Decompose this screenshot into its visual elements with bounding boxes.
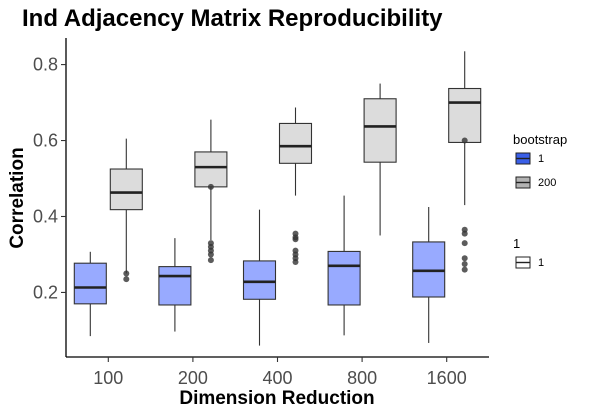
box-800-bootstrap-200	[363, 83, 397, 236]
box-iqr	[448, 87, 482, 143]
outlier-point	[292, 236, 299, 243]
outlier-point	[461, 255, 468, 262]
x-tick-label: 800	[347, 368, 377, 388]
outlier-point	[207, 251, 214, 258]
outlier-point	[207, 257, 214, 264]
legend-group-0: bootstrap 1 200	[513, 132, 567, 189]
outlier-point	[292, 259, 299, 266]
x-tick-label: 400	[262, 368, 292, 388]
box-400-bootstrap-1	[242, 209, 277, 346]
x-tick-label: 1600	[427, 368, 467, 388]
y-axis-title: Correlation	[7, 147, 28, 248]
y-tick-label: 0.4	[33, 206, 58, 226]
box-800-bootstrap-1	[327, 195, 361, 336]
box-iqr	[278, 122, 313, 164]
outlier-point	[461, 260, 468, 267]
legend-group-1: 11	[513, 236, 544, 269]
box-iqr	[109, 168, 143, 211]
box-iqr	[242, 260, 277, 300]
outlier-point	[461, 240, 468, 247]
box-iqr	[194, 151, 228, 188]
legend-label: 1	[538, 153, 544, 165]
legend-label: 200	[538, 177, 556, 189]
box-400-bootstrap-200	[278, 107, 313, 266]
box-100-bootstrap-200	[109, 138, 143, 283]
box-1600-bootstrap-200	[448, 51, 482, 273]
box-iqr	[73, 262, 107, 305]
box-200-bootstrap-200	[194, 119, 228, 264]
legend-title: bootstrap	[513, 132, 567, 147]
outlier-point	[123, 270, 130, 277]
box-100-bootstrap-1	[73, 251, 107, 337]
y-tick-label: 0.2	[33, 282, 58, 302]
chart-title: Ind Adjacency Matrix Reproducibility	[22, 5, 443, 32]
box-200-bootstrap-1	[158, 238, 192, 332]
outlier-point	[461, 266, 468, 273]
outlier-point	[123, 276, 130, 283]
plot-area	[73, 51, 482, 346]
outlier-point	[461, 230, 468, 237]
y-tick-label: 0.6	[33, 131, 58, 151]
legend-label: 1	[538, 257, 544, 269]
box-iqr	[363, 98, 397, 163]
outlier-point	[207, 183, 214, 190]
box-iqr	[158, 266, 192, 306]
legend-title: 1	[513, 236, 520, 251]
x-tick-label: 100	[93, 368, 123, 388]
box-iqr	[327, 250, 361, 306]
outlier-point	[461, 137, 468, 144]
y-tick-label: 0.8	[33, 55, 58, 75]
x-tick-label: 200	[178, 368, 208, 388]
box-iqr	[412, 241, 446, 298]
axes: 0.2 0.4 0.6 0.8 100 200 400 800 1600	[33, 38, 489, 388]
box-1600-bootstrap-1	[412, 206, 446, 343]
x-axis-title: Dimension Reduction	[179, 388, 374, 409]
